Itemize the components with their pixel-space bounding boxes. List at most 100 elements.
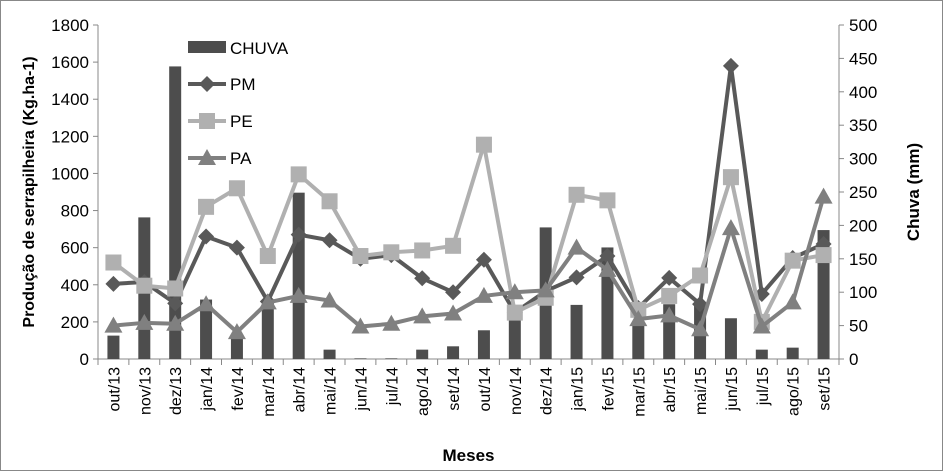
triangle-marker [783, 293, 802, 310]
triangle-marker [721, 219, 740, 236]
square-marker [445, 237, 462, 254]
y-tick-label: 600 [61, 239, 89, 258]
chuva-bar [508, 314, 521, 359]
chuva-bar [261, 303, 274, 359]
x-axis-title: Meses [443, 446, 495, 465]
triangle-marker [382, 314, 401, 331]
y2-tick-label: 450 [849, 49, 877, 68]
x-tick-label: mar/14 [261, 367, 278, 417]
x-tick-label: fev/15 [600, 367, 617, 411]
x-tick-label: nov/13 [137, 367, 154, 415]
series-line-pa [113, 196, 826, 335]
x-tick-label: mai/14 [323, 367, 340, 415]
y2-tick-label: 250 [849, 183, 877, 202]
triangle-marker [413, 307, 432, 324]
legend-swatch-chuva [188, 41, 226, 53]
y-tick-label: 1000 [51, 164, 89, 183]
x-tick-label: jan/14 [199, 367, 216, 412]
x-tick-label: mar/15 [631, 367, 648, 417]
x-tick-label: ago/15 [786, 367, 803, 416]
y-tick-label: 1600 [51, 53, 89, 72]
y2-tick-label: 500 [849, 16, 877, 35]
square-marker [661, 287, 678, 304]
x-tick-label: abr/15 [662, 367, 679, 412]
x-tick-label: mai/15 [693, 367, 710, 415]
x-tick-label: jun/14 [353, 367, 370, 412]
legend-label-pe: PE [230, 112, 253, 131]
y2-tick-label: 150 [849, 250, 877, 269]
y2-tick-label: 50 [849, 317, 868, 336]
square-marker [290, 166, 307, 183]
y2-tick-label: 350 [849, 116, 877, 135]
y-tick-label: 400 [61, 276, 89, 295]
triangle-marker [598, 260, 617, 277]
square-marker [815, 247, 832, 264]
x-tick-label: fev/14 [230, 367, 247, 411]
triangle-marker [444, 304, 463, 321]
diamond-marker [722, 57, 739, 74]
x-tick-label: abr/14 [292, 367, 309, 412]
chuva-bar [447, 346, 460, 359]
chuva-bar [477, 330, 490, 359]
diamond-marker [105, 275, 122, 292]
y-tick-label: 1200 [51, 127, 89, 146]
diamond-marker [568, 269, 585, 286]
y2-tick-label: 300 [849, 150, 877, 169]
x-tick-label: dez/13 [168, 367, 185, 415]
x-tick-label: dez/14 [539, 367, 556, 415]
triangle-marker [474, 286, 493, 303]
triangle-marker [135, 313, 154, 330]
y-axis-title: Produção de serrapilheira (Kg.ha-1) [21, 56, 38, 327]
square-marker [321, 193, 338, 210]
square-marker [228, 180, 245, 197]
x-tick-label: nov/14 [508, 367, 525, 415]
x-tick-label: out/14 [477, 367, 494, 412]
chuva-bar [632, 324, 645, 359]
square-marker [692, 267, 709, 284]
triangle-marker [104, 316, 123, 333]
y-tick-label: 800 [61, 202, 89, 221]
square-marker [475, 136, 492, 153]
y2-tick-label: 100 [849, 283, 877, 302]
chuva-bar [230, 336, 243, 359]
triangle-marker [752, 317, 771, 334]
triangle-marker [166, 314, 185, 331]
y2-tick-label: 0 [849, 350, 858, 369]
triangle-marker [567, 238, 586, 255]
chuva-bar [200, 299, 213, 359]
square-marker [568, 186, 585, 203]
diamond-marker [414, 270, 431, 287]
square-marker [199, 113, 215, 129]
triangle-marker [227, 323, 246, 340]
square-marker [167, 280, 184, 297]
triangle-marker [197, 295, 216, 312]
x-tick-label: jul/15 [755, 367, 772, 406]
triangle-marker [289, 286, 308, 303]
series-pa [104, 187, 833, 340]
chuva-bar [786, 347, 799, 359]
y-tick-label: 0 [80, 350, 89, 369]
y-tick-label: 200 [61, 313, 89, 332]
diamond-marker [661, 269, 678, 286]
x-tick-label: jul/14 [384, 367, 401, 406]
square-marker [352, 248, 369, 265]
x-tick-label: ago/14 [415, 367, 432, 416]
diamond-marker [599, 248, 616, 265]
diamond-marker [692, 296, 709, 313]
triangle-marker [198, 149, 216, 165]
x-tick-label: jan/15 [570, 367, 587, 412]
x-tick-label: set/15 [817, 367, 834, 411]
triangle-marker [320, 291, 339, 308]
triangle-marker [629, 310, 648, 327]
diamond-marker [475, 251, 492, 268]
square-marker [784, 252, 801, 269]
y-tick-label: 1400 [51, 90, 89, 109]
chuva-bar [323, 349, 336, 359]
square-marker [383, 244, 400, 261]
square-marker [599, 192, 616, 209]
square-marker [105, 254, 122, 271]
diamond-marker [321, 232, 338, 249]
diamond-marker [167, 295, 184, 312]
